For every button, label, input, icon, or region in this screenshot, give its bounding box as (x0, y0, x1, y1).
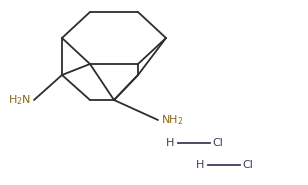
Text: Cl: Cl (242, 160, 253, 170)
Text: NH$_2$: NH$_2$ (161, 113, 184, 127)
Text: H$_2$N: H$_2$N (8, 93, 31, 107)
Text: H: H (196, 160, 205, 170)
Text: H: H (166, 138, 174, 148)
Text: Cl: Cl (212, 138, 223, 148)
